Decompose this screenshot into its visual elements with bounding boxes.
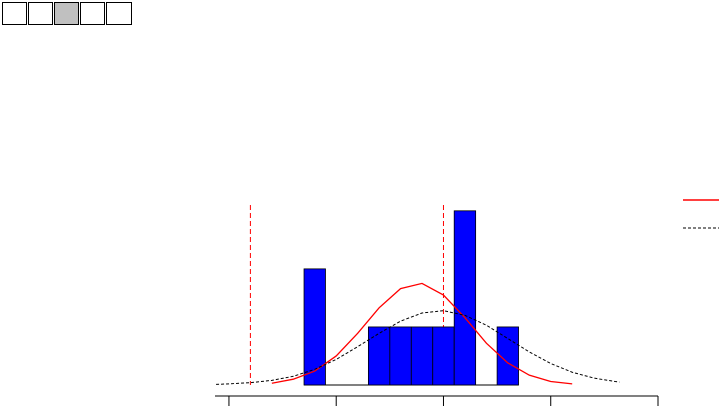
- toolbar-button[interactable]: [80, 2, 105, 25]
- toolbar-button[interactable]: [54, 2, 79, 25]
- bar: [389, 326, 412, 386]
- curve: [271, 282, 573, 385]
- bar: [303, 268, 326, 386]
- curve: [216, 310, 620, 385]
- bar: [432, 326, 455, 386]
- toolbar-button[interactable]: [28, 2, 53, 25]
- bar: [410, 326, 434, 386]
- bar: [367, 326, 391, 386]
- bar: [453, 210, 477, 386]
- toolbar-button[interactable]: [106, 2, 132, 25]
- toolbar-button[interactable]: [2, 2, 27, 25]
